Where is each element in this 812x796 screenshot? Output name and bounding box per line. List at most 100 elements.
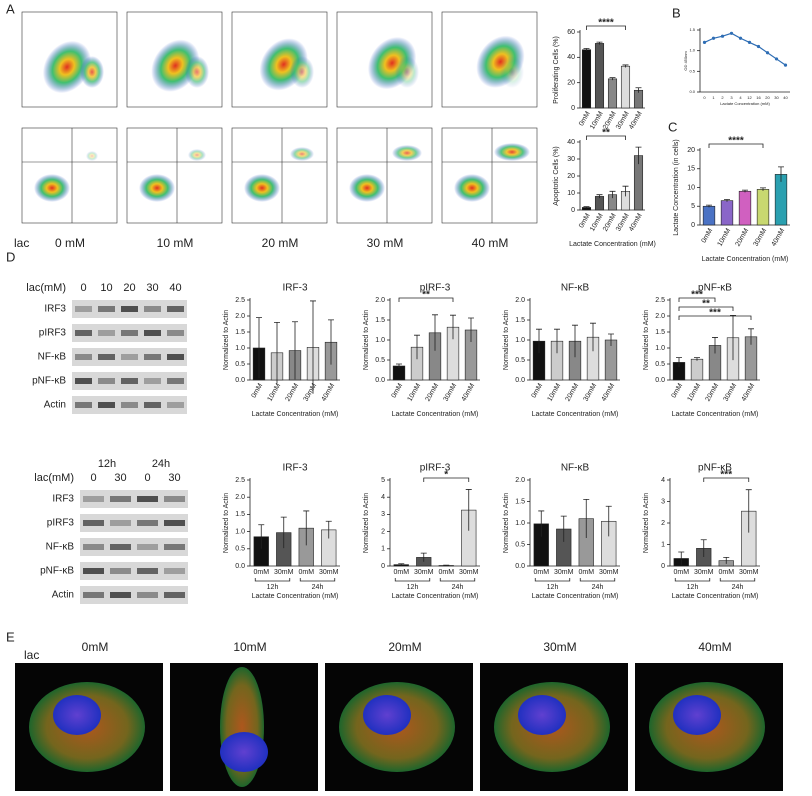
y-tick-label: 20 — [687, 147, 695, 154]
y-tick-label: 1.5 — [515, 498, 525, 505]
error-bar — [583, 498, 590, 539]
line — [704, 32, 786, 66]
blot-header: lac(mM) — [34, 472, 74, 484]
error-bar — [274, 322, 280, 384]
group-label: 12h — [407, 584, 419, 591]
nucleus — [363, 695, 411, 735]
group-bracket — [719, 578, 756, 582]
bar — [690, 358, 704, 381]
group-bracket — [394, 578, 431, 582]
x-tick-label: 0mM — [530, 382, 544, 399]
y-tick-label: 2 — [381, 528, 385, 535]
blot-band — [144, 354, 161, 360]
group-label: 12h — [687, 584, 699, 591]
y-axis-label: Normalized to Actin — [643, 310, 650, 370]
sig-bracket — [586, 135, 626, 140]
error-bar — [590, 322, 596, 352]
bar — [702, 205, 716, 226]
flow-cloud — [395, 56, 419, 88]
x-tick-label: 20mM — [735, 227, 751, 247]
x-tick-label: 0mM — [393, 569, 409, 576]
blot-band — [167, 402, 184, 408]
x-tick-label: 30mM — [414, 569, 434, 576]
x-tick-label: 20mM — [705, 382, 721, 402]
x-tick-label: 30mM — [694, 569, 714, 576]
group-bracket — [534, 578, 571, 582]
x-tick-label: 30mM — [753, 227, 769, 247]
chart-title: pIRF-3 — [420, 463, 451, 474]
chart-title: IRF-3 — [283, 283, 308, 294]
flow-cloud — [454, 174, 490, 202]
flow-plot — [336, 127, 433, 224]
bar — [774, 174, 788, 226]
y-tick-label: 10 — [567, 190, 575, 197]
x-tick-label: 0mM — [718, 569, 734, 576]
error-bar — [420, 552, 427, 562]
blot-lane: 0 — [144, 472, 150, 484]
blot-band — [83, 568, 104, 574]
x-tick-label: 20 — [765, 95, 770, 100]
blot-band — [110, 496, 131, 502]
error-bar — [572, 324, 578, 358]
x-axis-label: Lactate Concentration (mM) — [720, 101, 770, 106]
flow-concentration: 30 mM — [367, 236, 404, 250]
flow-cloud — [80, 56, 104, 88]
blot-strip — [80, 490, 188, 508]
blot-band — [144, 402, 161, 408]
y-tick-label: 0.5 — [235, 361, 245, 368]
blot-lane: 0 — [90, 472, 96, 484]
sig-label: *** — [720, 470, 732, 481]
flow-cloud — [392, 145, 422, 161]
blot-band — [164, 520, 185, 526]
blot-band — [167, 330, 184, 336]
blot-strip — [72, 396, 187, 414]
blot-lane: 30 — [168, 472, 180, 484]
blot-band — [83, 592, 104, 598]
y-tick-label: 1.5 — [375, 317, 385, 324]
y-tick-label: 0.0 — [515, 377, 525, 384]
blot-band — [83, 496, 104, 502]
x-tick-label: 30mM — [274, 569, 294, 576]
point — [765, 51, 770, 55]
blot-lane: 0 — [80, 282, 86, 294]
x-axis-label: Lactate Concentration (mM) — [392, 411, 479, 418]
blot-band — [98, 378, 115, 384]
flow-concentration: 10 mM — [157, 236, 194, 250]
y-axis-label: Normalized to Actin — [363, 310, 370, 370]
blot-band — [75, 354, 92, 360]
sig-label: **** — [728, 136, 744, 147]
blot-band — [121, 330, 138, 336]
blot-band — [75, 306, 92, 312]
group-label: 12h — [547, 584, 559, 591]
flow-concentration: 0 mM — [55, 236, 85, 250]
bar — [620, 65, 631, 109]
x-tick-label: 0mM — [298, 569, 314, 576]
blot-lane: 40 — [169, 282, 181, 294]
group-label: 24h — [452, 584, 464, 591]
y-tick-label: 0.5 — [515, 357, 525, 364]
error-bar — [280, 516, 287, 549]
blot-band — [98, 402, 115, 408]
flow-concentration: 20 mM — [262, 236, 299, 250]
y-tick-label: 1.5 — [515, 317, 525, 324]
blot-lane: 10 — [100, 282, 112, 294]
blot-band — [110, 520, 131, 526]
bar — [756, 189, 770, 226]
x-tick-label: 20mM — [565, 382, 581, 402]
error-bar — [622, 185, 629, 197]
sig-bracket — [398, 297, 454, 302]
y-tick-label: 1.0 — [655, 345, 665, 352]
x-tick-label: 0mM — [578, 569, 594, 576]
y-tick-label: 1.5 — [655, 329, 665, 336]
micro-concentration: 30mM — [543, 640, 576, 654]
y-tick-label: 1 — [381, 546, 385, 553]
error-bar — [676, 357, 682, 368]
y-tick-label: 2.0 — [235, 313, 245, 320]
point — [756, 44, 761, 49]
panel-label: A — [6, 1, 15, 16]
y-tick-label: 40 — [567, 139, 575, 146]
x-axis-label: Lactate Concentration (mM) — [392, 593, 479, 600]
point — [747, 40, 752, 45]
y-axis-label: Lactate Concentration (in cells) — [673, 139, 680, 236]
